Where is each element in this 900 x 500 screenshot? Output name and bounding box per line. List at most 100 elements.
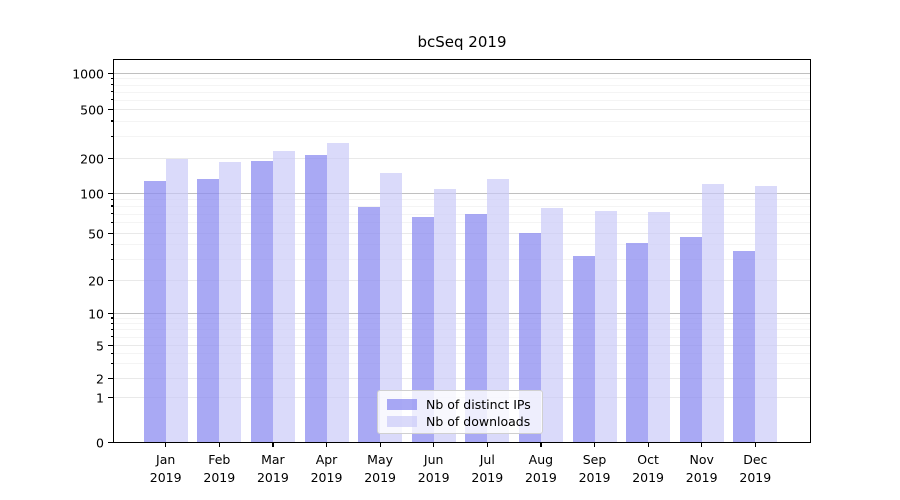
y-axis-tick [108,192,114,194]
y-axis-tick [108,441,114,443]
x-axis-tick [218,442,220,447]
gridline-minor [114,363,810,365]
bar-distinct-ips-nov [679,237,702,442]
y-tick-label: 100 [80,186,104,201]
x-tick-label: Aug 2019 [524,452,557,485]
gridline-minor [114,323,810,325]
legend-label: Nb of downloads [426,414,531,429]
y-axis-tick [108,108,114,110]
y-axis-minor-tick [111,362,114,365]
gridline-labeled [114,158,810,159]
x-axis-tick [379,442,381,447]
y-axis-minor-tick [111,99,114,101]
legend-item-distinct-ips: Nb of distinct IPs [387,396,533,413]
bar-downloads-mar [272,150,295,442]
x-tick-label: Sep 2019 [578,452,611,485]
y-axis-tick [108,72,114,74]
gridline-major [114,313,810,314]
y-axis-tick [108,396,114,398]
bar-distinct-ips-dec [733,251,756,442]
bar-distinct-ips-apr [304,155,327,442]
y-axis-minor-tick [111,91,114,93]
y-axis-minor-tick [111,84,114,86]
y-tick-label: 10 [88,306,104,321]
bar-distinct-ips-sep [572,255,595,442]
y-axis-minor-tick [111,328,114,331]
x-axis-tick [647,442,649,447]
bar-downloads-jul [487,179,510,442]
x-axis-tick [165,442,167,447]
x-axis-tick [594,442,596,447]
gridline-labeled [114,233,810,234]
y-axis-minor-tick [111,317,114,319]
x-axis-tick [272,442,274,447]
bar-downloads-jun [433,189,456,442]
gridline-minor [114,136,810,138]
bar-downloads-dec [755,186,778,442]
gridline-minor [114,205,810,207]
y-tick-label: 50 [88,226,104,241]
y-axis-tick [108,377,114,379]
x-tick-label: Jul 2019 [471,452,504,485]
x-tick-label: Jan 2019 [149,452,182,485]
gridline-minor [114,78,810,80]
y-axis-tick [108,344,114,346]
gridline-major [114,73,810,74]
y-tick-label: 1 [96,390,104,405]
x-tick-label: Nov 2019 [685,452,718,485]
x-axis-tick [754,442,756,447]
chart-title: bcSeq 2019 [417,33,507,51]
x-tick-label: Mar 2019 [256,452,289,485]
y-axis-minor-tick [111,77,114,80]
y-axis-minor-tick [111,213,114,215]
legend-item-downloads: Nb of downloads [387,413,533,430]
x-axis-tick [433,442,435,447]
y-tick-label: 20 [88,273,104,288]
bar-distinct-ips-may [358,207,381,442]
gridline-minor [114,336,810,338]
y-tick-label: 0 [96,435,104,450]
y-axis-minor-tick [111,258,114,260]
gridline-minor [114,353,810,355]
x-tick-label: Dec 2019 [739,452,772,485]
y-axis-minor-tick [111,352,114,354]
gridline-minor [114,213,810,215]
y-axis-minor-tick [111,243,114,246]
y-axis-minor-tick [111,120,114,122]
x-axis-tick [540,442,542,447]
legend: Nb of distinct IPs Nb of downloads [377,390,543,434]
bar-downloads-nov [701,184,724,442]
y-axis-minor-tick [111,221,114,224]
gridline-labeled [114,109,810,110]
y-tick-label: 200 [80,151,104,166]
y-axis-minor-tick [111,135,114,137]
bar-downloads-apr [326,142,349,442]
bar-downloads-jan [165,159,188,442]
legend-swatch-distinct-ips [387,399,417,410]
gridline-minor [114,222,810,224]
x-tick-label: Oct 2019 [632,452,664,485]
bar-downloads-sep [594,211,617,442]
y-axis-tick [108,232,114,234]
gridline-minor [114,199,810,201]
bar-downloads-may [380,172,403,442]
gridline-minor [114,91,810,93]
y-tick-label: 500 [80,102,104,117]
y-axis-minor-tick [111,322,114,324]
x-tick-label: Feb 2019 [203,452,236,485]
x-tick-label: Jun 2019 [417,452,450,485]
bar-downloads-feb [219,161,242,442]
bar-distinct-ips-feb [197,178,220,442]
y-axis-minor-tick [111,205,114,207]
gridline-labeled [114,345,810,346]
gridline-minor [114,259,810,261]
y-tick-label: 2 [96,371,104,386]
bar-downloads-aug [540,208,563,442]
x-tick-label: May 2019 [364,452,396,485]
bar-distinct-ips-jun [411,216,434,442]
gridline-minor [114,84,810,86]
gridline-minor [114,244,810,246]
gridline-labeled [114,378,810,379]
x-tick-label: Apr 2019 [310,452,343,485]
y-tick-label: 5 [96,338,104,353]
